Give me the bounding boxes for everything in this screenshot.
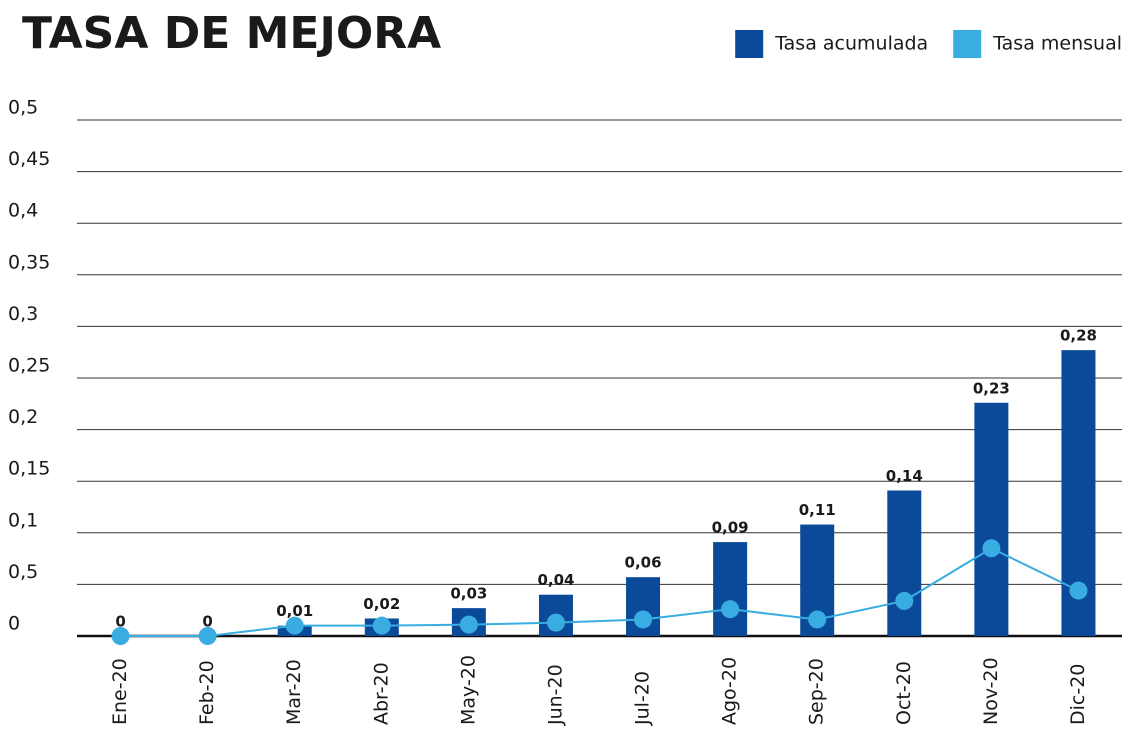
- legend-swatch: [953, 30, 982, 58]
- value-label: 0,09: [712, 519, 749, 537]
- value-label: 0,01: [276, 602, 313, 620]
- x-tick-label: Ene-20: [109, 658, 131, 725]
- x-tick-label: May-20: [457, 655, 479, 725]
- point: [285, 616, 304, 635]
- point: [459, 615, 478, 634]
- y-tick-label: 0,35: [8, 251, 50, 273]
- y-tick-label: 0,4: [8, 200, 38, 222]
- point: [111, 627, 130, 645]
- y-tick-label: 0,15: [8, 458, 50, 480]
- value-label: 0,06: [625, 554, 662, 572]
- point: [198, 627, 217, 645]
- value-label: 0,11: [799, 501, 836, 519]
- x-tick-label: Abr-20: [370, 662, 392, 725]
- x-tick-label: Feb-20: [196, 660, 218, 725]
- point: [721, 600, 740, 619]
- point: [895, 591, 914, 610]
- x-tick-label: Sep-20: [806, 658, 828, 725]
- bar: [887, 490, 922, 636]
- point: [1069, 581, 1088, 600]
- point: [634, 610, 653, 629]
- y-tick-label: 0,5: [8, 97, 38, 119]
- x-tick-label: Nov-20: [980, 657, 1002, 725]
- value-label: 0: [202, 613, 212, 631]
- point: [982, 539, 1001, 558]
- y-tick-label: 0: [8, 613, 20, 635]
- x-tick-label: Dic-20: [1067, 664, 1089, 725]
- point: [808, 610, 827, 629]
- line: [120, 547, 1079, 637]
- y-tick-label: 0,2: [8, 406, 38, 428]
- legend-label: Tasa mensual: [992, 33, 1122, 55]
- x-tick-label: Jul-20: [632, 671, 654, 726]
- y-tick-label: 0,45: [8, 148, 50, 170]
- bar: [974, 402, 1009, 636]
- value-label: 0: [115, 613, 125, 631]
- x-tick-label: Oct-20: [893, 661, 915, 725]
- chart-title: TASA DE MEJORA: [22, 8, 441, 59]
- legend-swatch: [735, 30, 764, 58]
- value-label: 0,02: [363, 595, 400, 613]
- x-tick-label: Mar-20: [283, 659, 305, 725]
- value-label: 0,14: [886, 467, 923, 485]
- y-tick-label: 0,1: [8, 509, 38, 531]
- legend-label: Tasa acumulada: [774, 33, 928, 55]
- value-label: 0,04: [537, 571, 574, 589]
- value-label: 0,28: [1060, 327, 1097, 345]
- y-tick-label: 0,3: [8, 303, 38, 325]
- y-tick-label: 0,25: [8, 355, 50, 377]
- bar: [713, 542, 748, 636]
- point: [372, 616, 391, 635]
- y-tick-label: 0,5: [8, 561, 38, 583]
- point: [546, 613, 565, 632]
- x-tick-label: Ago-20: [719, 657, 741, 725]
- value-label: 0,03: [450, 585, 487, 603]
- x-tick-label: Jun-20: [544, 664, 566, 726]
- value-label: 0,23: [973, 379, 1010, 397]
